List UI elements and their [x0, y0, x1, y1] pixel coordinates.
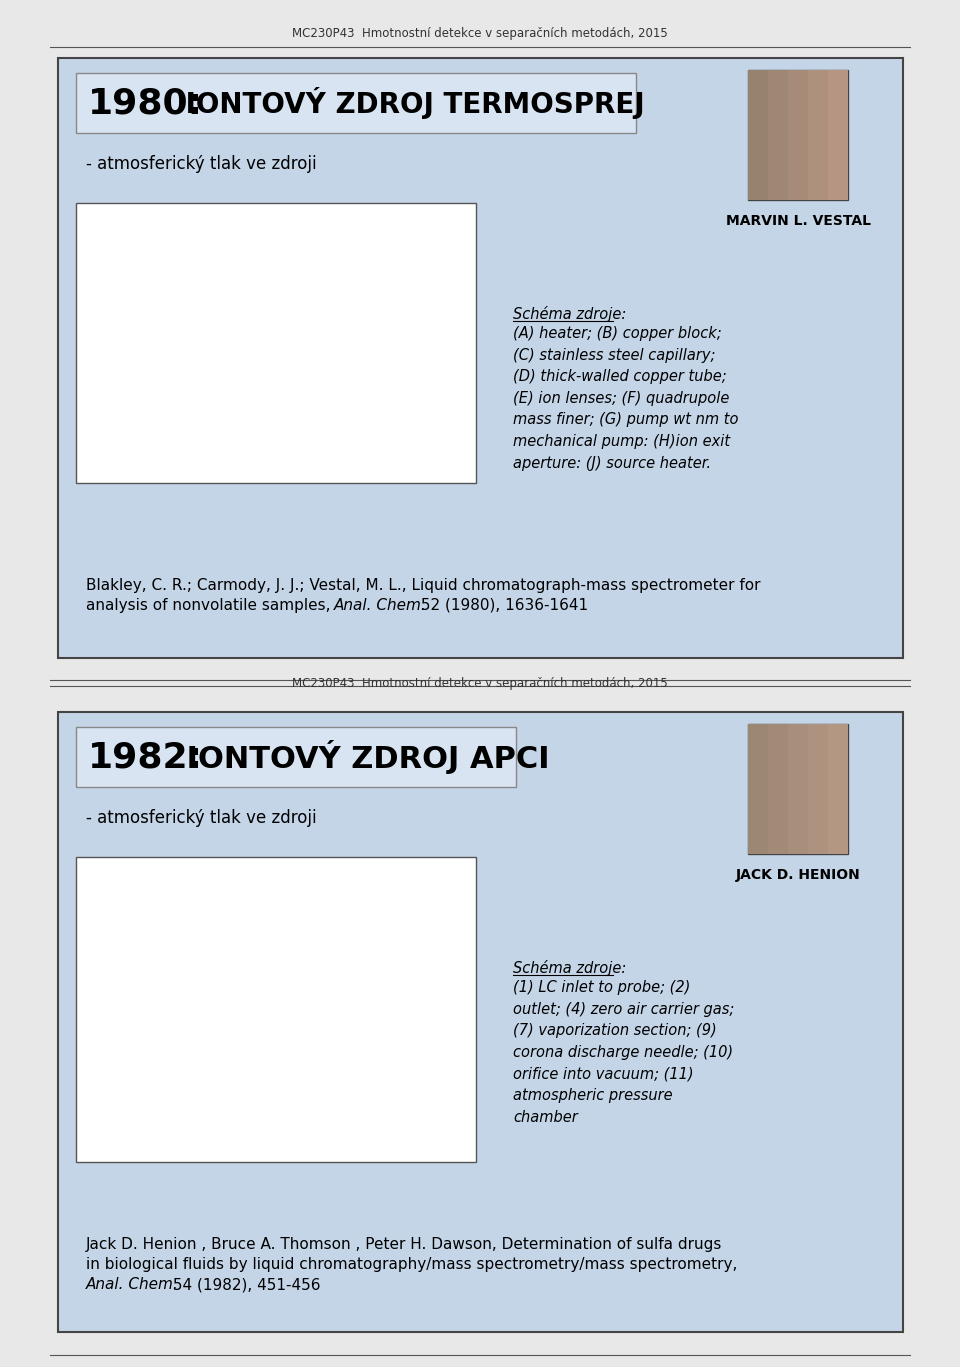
- Text: Anal. Chem.: Anal. Chem.: [86, 1277, 179, 1292]
- Text: 52 (1980), 1636-1641: 52 (1980), 1636-1641: [416, 597, 588, 612]
- Text: 1980:: 1980:: [88, 86, 203, 120]
- Text: Schéma zdroje:: Schéma zdroje:: [513, 306, 626, 323]
- Text: (1) LC inlet to probe; (2)
outlet; (4) zero air carrier gas;
(7) vaporization se: (1) LC inlet to probe; (2) outlet; (4) z…: [513, 980, 734, 1125]
- Text: 54 (1982), 451-456: 54 (1982), 451-456: [168, 1277, 321, 1292]
- Text: MC230P43  Hmotnostní detekce v separačních metodách, 2015: MC230P43 Hmotnostní detekce v separačníc…: [292, 27, 668, 40]
- Text: Jack D. Henion , Bruce A. Thomson , Peter H. Dawson, Determination of sulfa drug: Jack D. Henion , Bruce A. Thomson , Pete…: [86, 1237, 722, 1252]
- Bar: [748, 70, 848, 200]
- Text: 1982:: 1982:: [88, 740, 203, 774]
- Bar: [76, 72, 636, 133]
- Bar: [788, 70, 808, 200]
- Bar: [76, 204, 476, 483]
- Bar: [58, 57, 903, 658]
- Bar: [808, 70, 828, 200]
- Text: Anal. Chem.: Anal. Chem.: [334, 597, 427, 612]
- Text: Schéma zdroje:: Schéma zdroje:: [513, 960, 626, 976]
- Text: - atmosferický tlak ve zdroji: - atmosferický tlak ve zdroji: [86, 809, 317, 827]
- Text: analysis of nonvolatile samples,: analysis of nonvolatile samples,: [86, 597, 335, 612]
- Bar: [768, 70, 788, 200]
- Bar: [58, 712, 903, 1331]
- Bar: [748, 70, 768, 200]
- Text: IONTOVÝ ZDROJ APCI: IONTOVÝ ZDROJ APCI: [176, 740, 550, 774]
- Bar: [76, 727, 516, 787]
- Text: JACK D. HENION: JACK D. HENION: [735, 868, 860, 882]
- Bar: [748, 725, 848, 854]
- Text: Blakley, C. R.; Carmody, J. J.; Vestal, M. L., Liquid chromatograph-mass spectro: Blakley, C. R.; Carmody, J. J.; Vestal, …: [86, 578, 760, 593]
- Text: MC230P43  Hmotnostní detekce v separačních metodách, 2015: MC230P43 Hmotnostní detekce v separačníc…: [292, 677, 668, 689]
- Text: (A) heater; (B) copper block;
(C) stainless steel capillary;
(D) thick-walled co: (A) heater; (B) copper block; (C) stainl…: [513, 325, 738, 470]
- Bar: [828, 70, 848, 200]
- Bar: [768, 725, 788, 854]
- Bar: [788, 725, 808, 854]
- Text: MARVIN L. VESTAL: MARVIN L. VESTAL: [726, 215, 871, 228]
- Bar: [808, 725, 828, 854]
- Text: IONTOVÝ ZDROJ TERMOSPREJ: IONTOVÝ ZDROJ TERMOSPREJ: [176, 87, 644, 119]
- Text: in biological fluids by liquid chromatography/mass spectrometry/mass spectrometr: in biological fluids by liquid chromatog…: [86, 1258, 737, 1273]
- Bar: [828, 725, 848, 854]
- Text: - atmosferický tlak ve zdroji: - atmosferický tlak ve zdroji: [86, 154, 317, 174]
- Bar: [76, 857, 476, 1162]
- Bar: [748, 725, 768, 854]
